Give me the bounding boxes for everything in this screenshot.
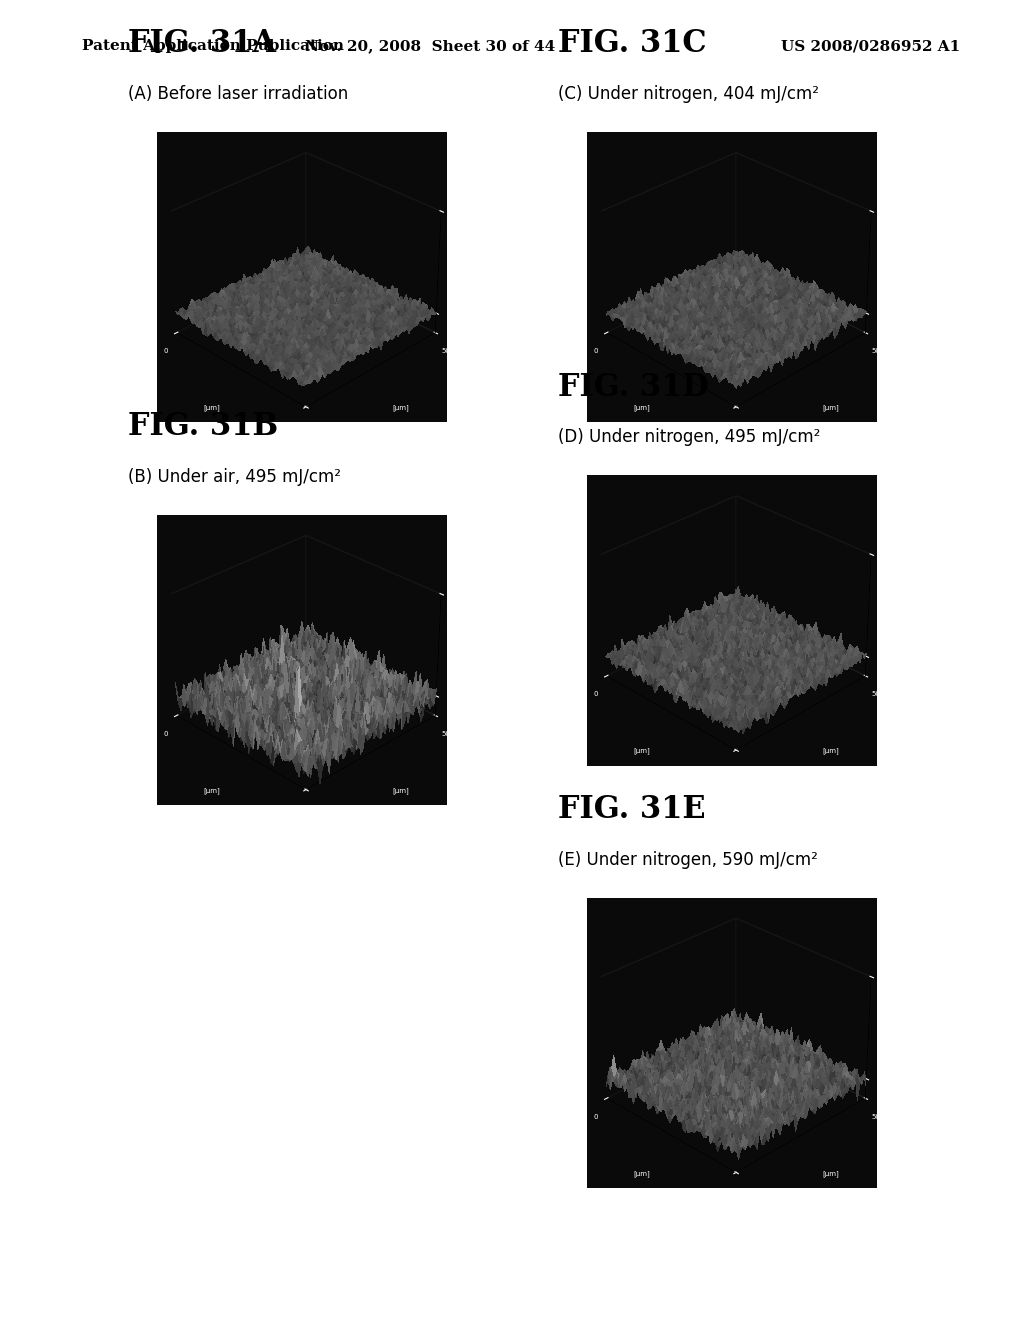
Text: FIG. 31B: FIG. 31B bbox=[128, 412, 279, 442]
Text: FIG. 31E: FIG. 31E bbox=[558, 795, 706, 825]
Text: Nov. 20, 2008  Sheet 30 of 44: Nov. 20, 2008 Sheet 30 of 44 bbox=[305, 40, 555, 53]
Text: US 2008/0286952 A1: US 2008/0286952 A1 bbox=[780, 40, 961, 53]
Text: FIG. 31C: FIG. 31C bbox=[558, 29, 707, 59]
Y-axis label: [μm]: [μm] bbox=[392, 404, 409, 411]
Text: FIG. 31A: FIG. 31A bbox=[128, 29, 276, 59]
Text: (E) Under nitrogen, 590 mJ/cm²: (E) Under nitrogen, 590 mJ/cm² bbox=[558, 850, 818, 869]
Text: (B) Under air, 495 mJ/cm²: (B) Under air, 495 mJ/cm² bbox=[128, 467, 341, 486]
Text: (D) Under nitrogen, 495 mJ/cm²: (D) Under nitrogen, 495 mJ/cm² bbox=[558, 428, 820, 446]
Text: FIG. 31D: FIG. 31D bbox=[558, 372, 709, 403]
Y-axis label: [μm]: [μm] bbox=[822, 1170, 839, 1176]
Text: Patent Application Publication: Patent Application Publication bbox=[82, 40, 344, 53]
X-axis label: [μm]: [μm] bbox=[203, 404, 220, 411]
Y-axis label: [μm]: [μm] bbox=[822, 747, 839, 754]
Y-axis label: [μm]: [μm] bbox=[822, 404, 839, 411]
X-axis label: [μm]: [μm] bbox=[633, 404, 650, 411]
Y-axis label: [μm]: [μm] bbox=[392, 787, 409, 793]
Text: (A) Before laser irradiation: (A) Before laser irradiation bbox=[128, 84, 348, 103]
X-axis label: [μm]: [μm] bbox=[203, 787, 220, 793]
X-axis label: [μm]: [μm] bbox=[633, 1170, 650, 1176]
Text: (C) Under nitrogen, 404 mJ/cm²: (C) Under nitrogen, 404 mJ/cm² bbox=[558, 84, 819, 103]
X-axis label: [μm]: [μm] bbox=[633, 747, 650, 754]
